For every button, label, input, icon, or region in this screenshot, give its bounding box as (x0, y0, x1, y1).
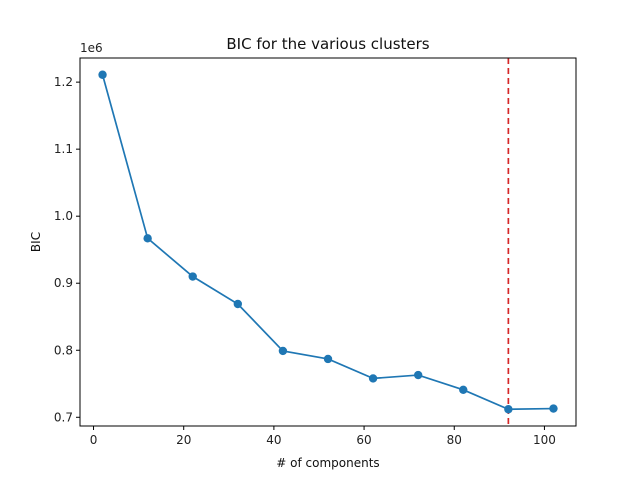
x-tick-label: 80 (447, 433, 462, 447)
data-point (459, 385, 468, 395)
y-tick-label: 0.7 (54, 410, 73, 424)
data-point (233, 299, 243, 309)
x-tick-label: 100 (533, 433, 556, 447)
data-point (368, 374, 378, 383)
data-point (278, 346, 288, 356)
data-point (549, 404, 558, 413)
data-point (323, 354, 333, 364)
y-tick-label: 1.1 (54, 142, 73, 156)
y-tick-label: 1.0 (54, 209, 73, 223)
x-tick-label: 40 (266, 433, 281, 447)
plot-frame (79, 57, 577, 427)
y-tick-label: 0.8 (54, 343, 73, 357)
y-axis-label: BIC (29, 232, 43, 252)
data-point (143, 234, 152, 243)
y-tick-label: 0.9 (54, 276, 73, 290)
data-point (98, 70, 107, 79)
data-point (413, 370, 423, 380)
data-point (504, 405, 513, 414)
x-tick-label: 60 (356, 433, 371, 447)
plot-area: 0 20 40 60 80 100 0.7 0.8 0.9 1.0 1.1 1.2 (54, 58, 558, 447)
y-offset-label: 1e6 (80, 41, 103, 55)
x-axis-label: # of components (276, 456, 379, 470)
chart-title: BIC for the various clusters (226, 35, 429, 53)
x-tick-label: 20 (176, 433, 191, 447)
data-point (188, 272, 197, 281)
y-tick-label: 1.2 (54, 75, 73, 89)
x-tick-label: 0 (90, 433, 98, 447)
